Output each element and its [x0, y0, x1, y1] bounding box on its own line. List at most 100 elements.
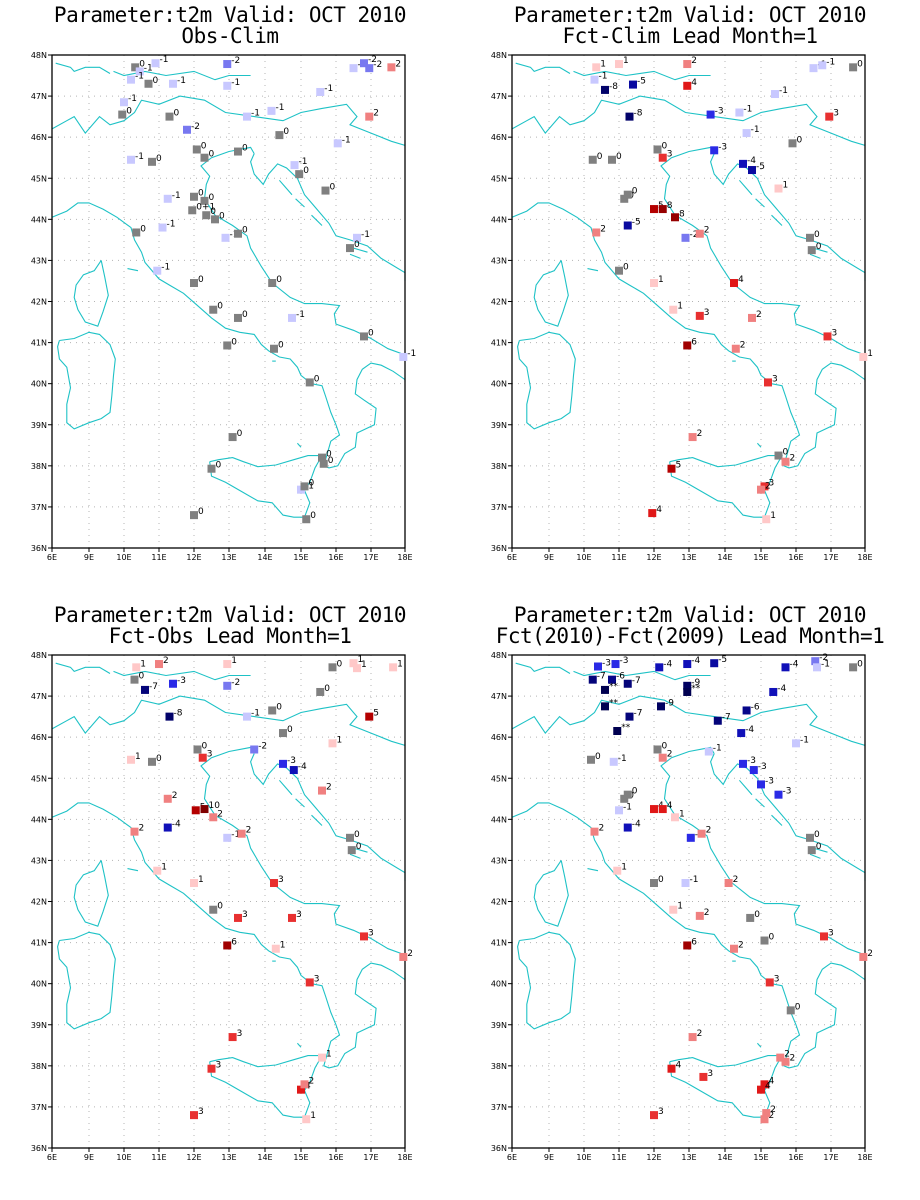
station-marker — [748, 166, 756, 175]
station-value-label: 1 — [280, 941, 286, 951]
station-marker — [190, 1111, 198, 1120]
coastline — [57, 931, 116, 1030]
station-marker — [697, 829, 706, 838]
station-marker — [615, 806, 623, 815]
station-marker — [650, 205, 658, 214]
station-marker — [319, 459, 328, 468]
station-value-label: 2 — [770, 1105, 776, 1115]
station-value-label: 0 — [814, 830, 820, 840]
station-marker — [823, 332, 832, 341]
coastline — [813, 847, 828, 853]
station-value-label: -3 — [287, 756, 296, 766]
lon-tick-label: 14E — [717, 1153, 732, 1162]
station-marker — [209, 813, 218, 822]
station-marker — [859, 952, 868, 961]
station-marker — [611, 660, 620, 669]
station-marker — [760, 936, 769, 945]
station-marker — [169, 679, 177, 688]
lat-tick-label: 48N — [491, 51, 507, 60]
station-marker — [290, 161, 299, 170]
station-marker — [713, 716, 722, 725]
station-marker — [757, 485, 765, 494]
station-marker — [270, 344, 278, 353]
station-value-label: 10 — [209, 801, 221, 811]
station-marker — [346, 244, 354, 253]
station-marker — [360, 332, 368, 341]
lat-tick-label: 44N — [491, 815, 507, 824]
station-value-label: -1 — [826, 57, 835, 67]
station-marker — [267, 106, 276, 115]
map-svg: 6E 9E 10E 11E 12E 13E 14E 15E 16E 17E 18E 48N 47N 46N… — [31, 51, 416, 562]
station-marker — [190, 879, 198, 888]
station-marker — [730, 944, 738, 953]
station-marker — [207, 464, 216, 473]
station-value-label: -4 — [790, 659, 799, 669]
coastline — [756, 442, 762, 448]
station-marker — [648, 509, 657, 518]
lon-tick-label: 12E — [646, 553, 661, 562]
station-value-label: 1 — [140, 659, 146, 669]
station-marker — [221, 233, 230, 242]
station-marker — [223, 81, 232, 90]
station-value-label: -3 — [765, 776, 774, 786]
station-marker — [305, 378, 314, 387]
station-marker — [318, 786, 326, 795]
station-value-label: -1 — [161, 263, 170, 273]
lat-tick-label: 47N — [491, 92, 507, 101]
station-marker — [667, 464, 676, 473]
station-value-label: 0 — [198, 275, 204, 285]
coastline — [250, 753, 406, 881]
station-marker — [623, 679, 632, 688]
lat-tick-label: 48N — [491, 651, 507, 660]
coastline — [55, 662, 111, 674]
station-value-label: 2 — [691, 56, 697, 66]
station-value-label: 2 — [217, 809, 223, 819]
station-value-label: -7 — [634, 709, 643, 719]
coastline — [200, 146, 406, 356]
station-value-label: 0 — [597, 152, 603, 162]
station-marker — [760, 1115, 769, 1124]
station-marker — [774, 184, 783, 193]
coastline — [533, 860, 569, 927]
coastline — [278, 179, 293, 196]
station-value-label: 1 — [600, 59, 606, 69]
station-marker — [669, 305, 678, 314]
station-marker — [153, 266, 162, 275]
station-value-label: -1 — [230, 230, 239, 240]
station-marker — [655, 663, 664, 672]
station-marker — [190, 511, 198, 520]
station-value-label: -1 — [623, 802, 632, 812]
station-marker — [209, 305, 218, 314]
station-value-label: 0 — [816, 842, 822, 852]
station-marker — [786, 1006, 795, 1015]
station-value-label: 2 — [704, 226, 710, 236]
coastline — [813, 247, 828, 253]
coastline — [51, 695, 406, 746]
coastline — [113, 70, 251, 81]
station-value-label: 0 — [662, 141, 668, 151]
station-marker — [279, 729, 287, 738]
station-value-label: 3 — [278, 875, 284, 885]
station-value-label: 3 — [242, 910, 248, 920]
station-marker — [130, 675, 139, 684]
station-value-label: 2 — [738, 941, 744, 951]
station-marker — [757, 780, 765, 789]
station-value-label: 0 — [795, 1002, 801, 1012]
station-marker — [318, 1053, 326, 1062]
panel-title-line1: Parameter:t2m Valid: OCT 2010 — [53, 3, 407, 27]
station-marker — [228, 1033, 237, 1042]
lon-tick-label: 6E — [507, 1153, 517, 1162]
station-marker — [169, 79, 177, 88]
station-value-label: -1 — [305, 482, 314, 492]
coastline — [710, 753, 866, 881]
station-marker — [198, 753, 207, 762]
station-value-label: -3 — [620, 656, 629, 666]
lon-tick-label: 13E — [681, 553, 696, 562]
station-marker — [688, 433, 697, 442]
station-marker — [183, 125, 191, 134]
station-value-label: 0 — [303, 166, 309, 176]
station-value-label: -3 — [602, 659, 611, 669]
lon-tick-label: 10E — [116, 553, 131, 562]
station-value-label: -4 — [745, 725, 754, 735]
station-value-label: 6 — [691, 937, 697, 947]
